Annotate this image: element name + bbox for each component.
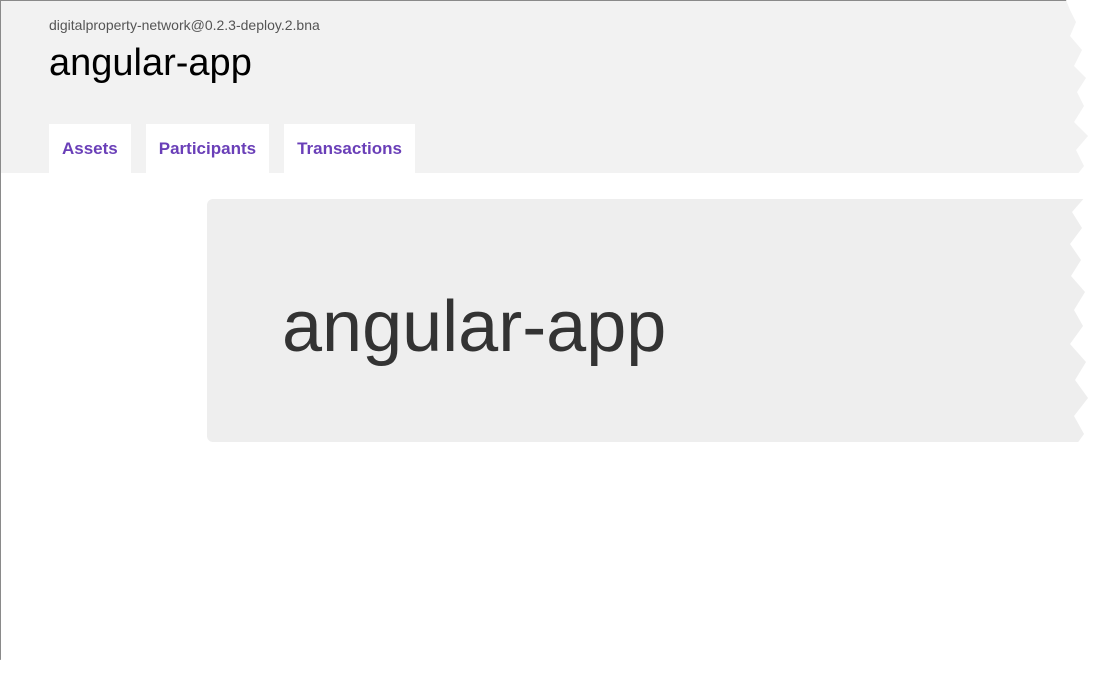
app-title: angular-app bbox=[49, 42, 252, 84]
nav-tabs: Assets Participants Transactions bbox=[49, 124, 415, 174]
tab-transactions[interactable]: Transactions bbox=[284, 124, 415, 174]
tab-participants[interactable]: Participants bbox=[145, 124, 270, 174]
jumbotron: angular-app bbox=[207, 199, 1088, 442]
app-header: digitalproperty-network@0.2.3-deploy.2.b… bbox=[1, 1, 1088, 174]
jumbotron-title: angular-app bbox=[282, 287, 667, 367]
tab-assets[interactable]: Assets bbox=[49, 124, 131, 174]
network-name: digitalproperty-network@0.2.3-deploy.2.b… bbox=[49, 17, 320, 33]
